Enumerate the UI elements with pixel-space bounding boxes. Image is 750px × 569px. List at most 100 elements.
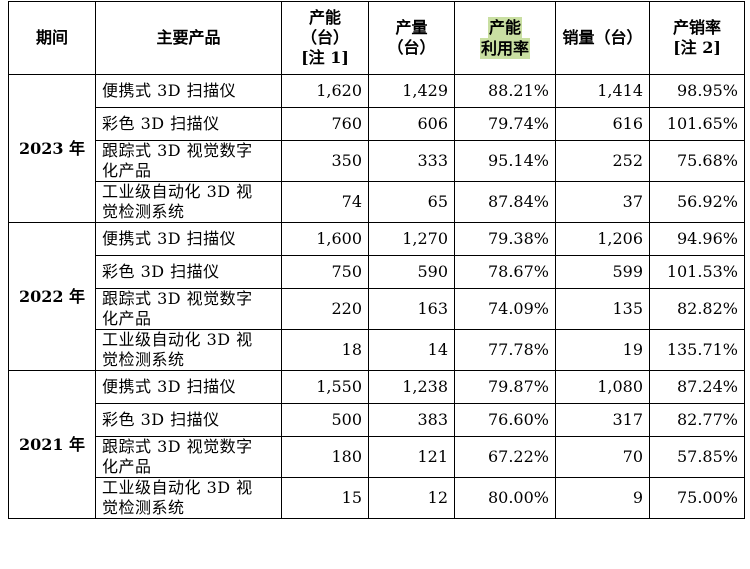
product-name-line: 工业级自动化 3D 视 <box>102 478 253 497</box>
product-name-line: 便携式 3D 扫描仪 <box>102 81 237 100</box>
sales-cell: 70 <box>555 436 650 478</box>
capacity-cell: 500 <box>281 403 369 437</box>
capacity-cell: 350 <box>281 140 369 182</box>
sales-cell: 599 <box>555 255 650 289</box>
header-capacity-line-1: 产能 <box>308 8 341 27</box>
product-name-line: 化产品 <box>102 309 152 328</box>
sell-through-cell: 135.71% <box>649 329 745 371</box>
capacity-cell: 220 <box>281 288 369 330</box>
utilization-cell: 74.09% <box>454 288 556 330</box>
sell-through-cell: 94.96% <box>649 222 745 256</box>
sales-cell: 135 <box>555 288 650 330</box>
utilization-cell: 77.78% <box>454 329 556 371</box>
utilization-cell: 79.38% <box>454 222 556 256</box>
utilization-cell: 78.67% <box>454 255 556 289</box>
utilization-cell: 79.74% <box>454 107 556 141</box>
table-row: 工业级自动化 3D 视觉检测系统 18 14 77.78% 19 135.71% <box>9 329 745 371</box>
table-row: 跟踪式 3D 视觉数字 化产品 350 333 95.14% 252 75.68% <box>9 140 745 182</box>
table-row: 跟踪式 3D 视觉数字 化产品 220 163 74.09% 135 82.82% <box>9 288 745 330</box>
product-name-line: 彩色 3D 扫描仪 <box>102 114 220 133</box>
period-cell: 2023 年 <box>8 74 96 223</box>
header-capacity-line-3: [注 1] <box>301 48 349 67</box>
product-name-line: 觉检测系统 <box>102 350 185 369</box>
output-cell: 590 <box>368 255 455 289</box>
product-name-line: 觉检测系统 <box>102 498 185 517</box>
header-row: 期间 主要产品 产能 （台） [注 1] 产量 （台） 产能 利用率 销量（台） <box>8 1 745 75</box>
sell-through-cell: 101.53% <box>649 255 745 289</box>
product-name-line: 跟踪式 3D 视觉数字 <box>102 141 253 160</box>
sales-cell: 9 <box>555 477 650 519</box>
capacity-cell: 180 <box>281 436 369 478</box>
utilization-cell: 88.21% <box>454 74 556 108</box>
sell-through-cell: 101.65% <box>649 107 745 141</box>
table-row: 彩色 3D 扫描仪 760 606 79.74% 616 101.65% <box>9 107 745 141</box>
sell-through-cell: 75.00% <box>649 477 745 519</box>
sales-cell: 19 <box>555 329 650 371</box>
product-cell: 跟踪式 3D 视觉数字 化产品 <box>95 436 282 478</box>
table-body: 2023 年便携式 3D 扫描仪 1,620 1,429 88.21% 1,414 98.… <box>8 74 745 519</box>
table-row: 跟踪式 3D 视觉数字 化产品 180 121 67.22% 70 57.85% <box>9 436 745 478</box>
product-cell: 彩色 3D 扫描仪 <box>95 107 282 141</box>
sales-cell: 252 <box>555 140 650 182</box>
product-cell: 工业级自动化 3D 视觉检测系统 <box>95 477 282 519</box>
product-cell: 工业级自动化 3D 视觉检测系统 <box>95 329 282 371</box>
sales-cell: 616 <box>555 107 650 141</box>
header-utilization-line-1: 产能 <box>487 17 522 38</box>
sales-cell: 317 <box>555 403 650 437</box>
output-cell: 1,270 <box>368 222 455 256</box>
sell-through-cell: 98.95% <box>649 74 745 108</box>
product-cell: 工业级自动化 3D 视觉检测系统 <box>95 181 282 223</box>
utilization-cell: 95.14% <box>454 140 556 182</box>
output-cell: 383 <box>368 403 455 437</box>
sell-through-cell: 82.82% <box>649 288 745 330</box>
output-cell: 65 <box>368 181 455 223</box>
output-cell: 163 <box>368 288 455 330</box>
utilization-cell: 76.60% <box>454 403 556 437</box>
sales-cell: 1,080 <box>555 370 650 404</box>
sell-through-cell: 82.77% <box>649 403 745 437</box>
product-cell: 便携式 3D 扫描仪 <box>95 74 282 108</box>
header-output: 产量 （台） <box>368 1 455 75</box>
utilization-cell: 80.00% <box>454 477 556 519</box>
utilization-cell: 67.22% <box>454 436 556 478</box>
table-row: 2022 年便携式 3D 扫描仪 1,600 1,270 79.38% 1,206 94.… <box>8 222 745 371</box>
table-row: 工业级自动化 3D 视觉检测系统 15 12 80.00% 9 75.00% <box>9 477 745 519</box>
product-name-line: 便携式 3D 扫描仪 <box>102 377 237 396</box>
product-name-line: 工业级自动化 3D 视 <box>102 330 253 349</box>
sell-through-cell: 57.85% <box>649 436 745 478</box>
table-row: 彩色 3D 扫描仪 750 590 78.67% 599 101.53% <box>9 255 745 289</box>
header-capacity: 产能 （台） [注 1] <box>281 1 369 75</box>
header-utilization-line-2: 利用率 <box>479 38 530 59</box>
table-row: 2023 年便携式 3D 扫描仪 1,620 1,429 88.21% 1,414 98.… <box>8 74 745 223</box>
product-cell: 跟踪式 3D 视觉数字 化产品 <box>95 288 282 330</box>
product-name-line: 跟踪式 3D 视觉数字 <box>102 437 253 456</box>
header-sell-through-line-2: [注 2] <box>673 38 721 57</box>
capacity-cell: 760 <box>281 107 369 141</box>
capacity-cell: 74 <box>281 181 369 223</box>
product-name-line: 便携式 3D 扫描仪 <box>102 229 237 248</box>
product-name-line: 彩色 3D 扫描仪 <box>102 410 220 429</box>
sales-cell: 1,206 <box>555 222 650 256</box>
capacity-cell: 1,600 <box>281 222 369 256</box>
header-utilization: 产能 利用率 <box>454 1 556 75</box>
sell-through-cell: 75.68% <box>649 140 745 182</box>
output-cell: 1,429 <box>368 74 455 108</box>
capacity-cell: 15 <box>281 477 369 519</box>
header-product: 主要产品 <box>95 1 282 75</box>
header-sell-through-line-1: 产销率 <box>672 18 721 37</box>
product-name-line: 化产品 <box>102 161 152 180</box>
product-cell: 彩色 3D 扫描仪 <box>95 255 282 289</box>
output-cell: 14 <box>368 329 455 371</box>
period-cell: 2022 年 <box>8 222 96 371</box>
sell-through-cell: 87.24% <box>649 370 745 404</box>
utilization-cell: 87.84% <box>454 181 556 223</box>
capacity-production-sales-table: 期间 主要产品 产能 （台） [注 1] 产量 （台） 产能 利用率 销量（台） <box>8 1 745 519</box>
product-name-line: 跟踪式 3D 视觉数字 <box>102 289 253 308</box>
header-output-line-2: （台） <box>387 38 436 57</box>
output-cell: 121 <box>368 436 455 478</box>
table-row: 2021 年便携式 3D 扫描仪 1,550 1,238 79.87% 1,080 87.… <box>8 370 745 519</box>
sell-through-cell: 56.92% <box>649 181 745 223</box>
product-cell: 便携式 3D 扫描仪 <box>95 222 282 256</box>
output-cell: 12 <box>368 477 455 519</box>
